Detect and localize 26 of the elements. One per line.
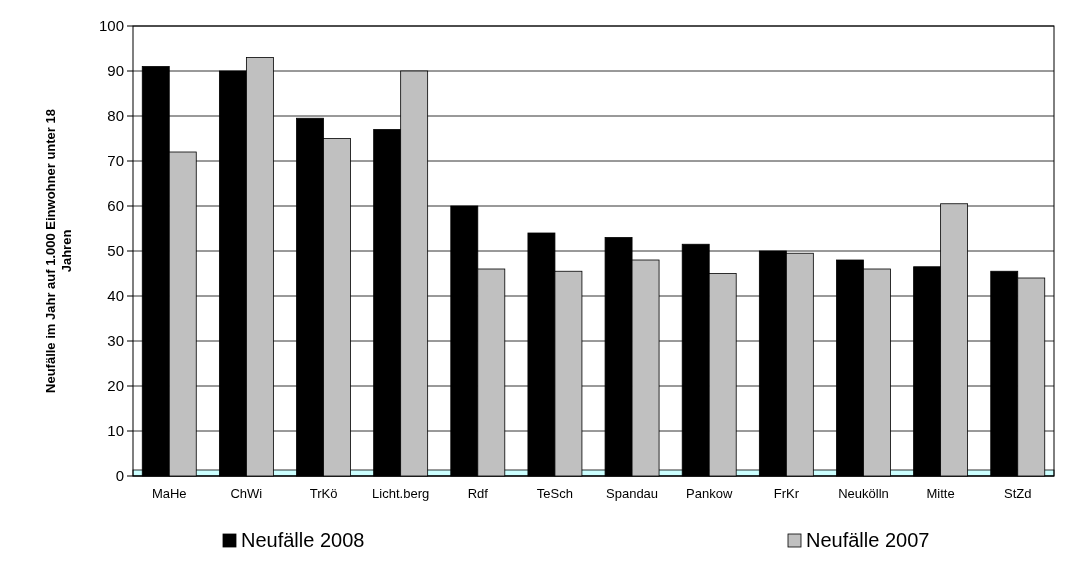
y-axis-title: Neufälle im Jahr auf 1.000 Einwohner unter 18 Jahren [43, 109, 74, 393]
y-tick-label: 0 [115, 467, 124, 485]
legend-label: Neufälle 2007 [806, 529, 930, 551]
y-tick-label: 10 [107, 422, 124, 440]
y-tick-label: 20 [107, 377, 124, 395]
y-tick-label: 40 [107, 287, 124, 305]
legend-label: Neufälle 2008 [241, 529, 365, 551]
x-tick-label: Licht.berg [372, 486, 430, 501]
x-tick-label: ChWi [230, 486, 263, 501]
x-tick-label: TrKö [309, 486, 338, 501]
y-tick-label: 90 [107, 62, 124, 80]
x-tick-label: Pankow [686, 486, 733, 501]
x-tick-label: FrKr [773, 486, 800, 501]
x-tick-label: Mitte [926, 486, 955, 501]
y-tick-label: 80 [107, 107, 124, 125]
x-tick-label: Rdf [467, 486, 489, 501]
y-tick-label: 70 [107, 152, 124, 170]
y-tick-label: 50 [107, 242, 124, 260]
y-tick-label: 60 [107, 197, 124, 215]
y-tick-label: 30 [107, 332, 124, 350]
x-tick-label: Neukölln [838, 486, 889, 501]
x-tick-label: StZd [1004, 486, 1032, 501]
y-tick-label: 100 [98, 17, 124, 35]
x-tick-label: Spandau [606, 486, 659, 501]
x-tick-label: TeSch [536, 486, 573, 501]
x-tick-label: MaHe [151, 486, 187, 501]
